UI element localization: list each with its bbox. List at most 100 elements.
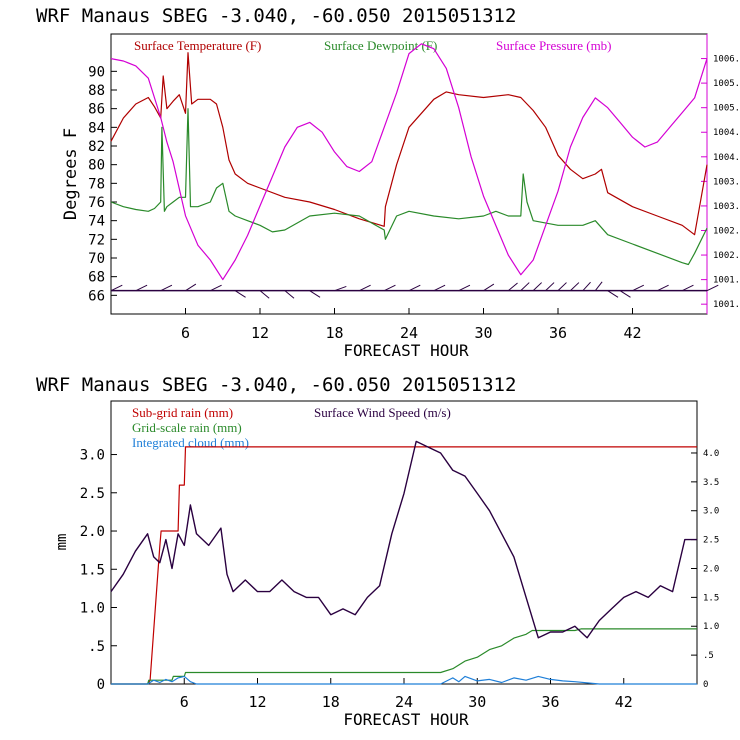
wind-barb — [657, 284, 669, 292]
x-tick-label: 42 — [615, 693, 633, 711]
wind-barb — [520, 282, 530, 292]
wind-barb — [594, 281, 603, 291]
right-y-tick-label: 1.0 — [703, 622, 719, 632]
wind-barb — [309, 290, 321, 298]
x-tick-label: 6 — [180, 693, 189, 711]
x-tick-label: 12 — [248, 693, 266, 711]
y-tick-label: .5 — [88, 639, 105, 655]
right-y-tick-label: 2.5 — [703, 536, 719, 546]
y-tick-label: 68 — [88, 270, 105, 286]
bottom-series — [110, 440, 697, 685]
wind-barb — [284, 290, 295, 299]
bottom-legend-wind-speed: Surface Wind Speed (m/s) — [314, 405, 451, 420]
y-tick-label: 70 — [88, 251, 105, 267]
x-tick-label: 6 — [181, 324, 190, 342]
right-y-tick-label: 1002.5 — [713, 226, 740, 236]
x-tick-label: 36 — [549, 324, 567, 342]
wind-barb — [135, 284, 148, 292]
series-line-surface-temperature-f — [110, 52, 708, 236]
right-y-tick-label: 3.5 — [703, 478, 719, 488]
top-y-axis-label: Degrees F — [61, 128, 81, 220]
wind-barb — [433, 284, 446, 292]
right-y-tick-label: 1.5 — [703, 593, 719, 603]
right-y-tick-label: 2.0 — [703, 564, 719, 574]
top-x-ticks: 6 12 18 24 30 36 42 — [181, 308, 642, 342]
wind-barb — [334, 285, 347, 292]
bottom-right-y-ticks: 0 .5 1.0 1.5 2.0 2.5 3.0 3.5 4.0 — [691, 449, 719, 690]
top-legend-temperature: Surface Temperature (F) — [134, 38, 261, 53]
wind-barb — [259, 290, 270, 299]
wind-barb — [619, 290, 631, 298]
series-line-grid-scale-rain-mm — [111, 628, 697, 685]
y-tick-label: 84 — [88, 120, 105, 136]
x-tick-label: 18 — [325, 324, 343, 342]
bottom-y-axis-label: mm — [54, 534, 70, 551]
right-y-tick-label: 1001.0 — [713, 300, 740, 310]
wind-barb — [681, 284, 694, 292]
right-y-tick-label: 4.0 — [703, 449, 719, 459]
wind-barb — [632, 284, 644, 292]
x-tick-label: 24 — [400, 324, 418, 342]
series-line-surface-pressure-mb — [110, 43, 708, 281]
x-tick-label: 30 — [468, 693, 486, 711]
x-tick-label: 24 — [395, 693, 413, 711]
wind-barb — [383, 284, 396, 292]
y-tick-label: 90 — [88, 64, 105, 80]
right-y-tick-label: .5 — [703, 651, 714, 661]
x-tick-label: 36 — [541, 693, 559, 711]
right-y-tick-label: 1005.5 — [713, 79, 740, 89]
y-tick-label: 76 — [88, 195, 105, 211]
right-y-tick-label: 1003.5 — [713, 177, 740, 187]
bottom-x-axis-label: FORECAST HOUR — [343, 710, 469, 729]
wind-barb — [545, 282, 555, 292]
right-y-tick-label: 0 — [703, 680, 708, 690]
y-tick-label: 2.0 — [80, 524, 105, 540]
right-y-tick-label: 1004.0 — [713, 153, 740, 163]
series-line-surface-dewpoint-f — [110, 108, 708, 266]
y-tick-label: 1.0 — [80, 601, 105, 617]
bottom-y-ticks: 0 .5 1.0 1.5 2.0 2.5 3.0 — [80, 448, 117, 693]
wind-barb — [359, 284, 371, 292]
wind-barb — [160, 284, 173, 292]
y-tick-label: 80 — [88, 158, 105, 174]
x-tick-label: 18 — [322, 693, 340, 711]
x-tick-label: 42 — [623, 324, 641, 342]
wind-barb — [508, 282, 518, 292]
series-line-sub-grid-rain-mm — [111, 446, 697, 685]
series-line-surface-wind-speed-m-s — [110, 440, 697, 639]
right-y-tick-label: 1004.5 — [713, 128, 740, 138]
x-tick-label: 12 — [251, 324, 269, 342]
top-x-axis-label: FORECAST HOUR — [343, 341, 469, 360]
y-tick-label: 88 — [88, 83, 105, 99]
wind-barb — [483, 283, 495, 292]
y-tick-label: 82 — [88, 139, 105, 155]
right-y-tick-label: 1003.0 — [713, 202, 740, 212]
wind-barb — [234, 290, 246, 298]
top-legend-pressure: Surface Pressure (mb) — [496, 38, 612, 53]
wind-barb — [408, 284, 421, 292]
series-line-integrated-cloud-mm — [111, 675, 697, 685]
bottom-chart-title: WRF Manaus SBEG -3.040, -60.050 20150513… — [36, 374, 516, 396]
y-tick-label: 2.5 — [80, 486, 105, 502]
wind-barb — [570, 282, 580, 292]
wind-barb — [458, 284, 471, 292]
y-tick-label: 72 — [88, 232, 105, 248]
y-tick-label: 74 — [88, 214, 105, 230]
top-chart-title: WRF Manaus SBEG -3.040, -60.050 20150513… — [36, 5, 516, 27]
right-y-tick-label: 1005.0 — [713, 104, 740, 114]
bottom-legend-cloud: Integrated cloud (mm) — [132, 435, 249, 450]
wind-barb — [706, 284, 719, 292]
x-tick-label: 30 — [474, 324, 492, 342]
wind-barb — [582, 281, 591, 292]
right-y-tick-label: 3.0 — [703, 507, 719, 517]
bottom-x-ticks: 6 12 18 24 30 36 42 — [180, 678, 633, 711]
wind-barb — [185, 283, 197, 292]
y-tick-label: 0 — [97, 677, 105, 693]
y-tick-label: 78 — [88, 176, 105, 192]
top-legend-dewpoint: Surface Dewpoint (F) — [324, 38, 437, 53]
right-y-tick-label: 1002.0 — [713, 251, 740, 261]
y-tick-label: 66 — [88, 288, 105, 304]
top-right-y-ticks: 1001.0 1001.5 1002.0 1002.5 1003.0 1003.5 1004… — [701, 55, 740, 310]
y-tick-label: 3.0 — [80, 448, 105, 464]
